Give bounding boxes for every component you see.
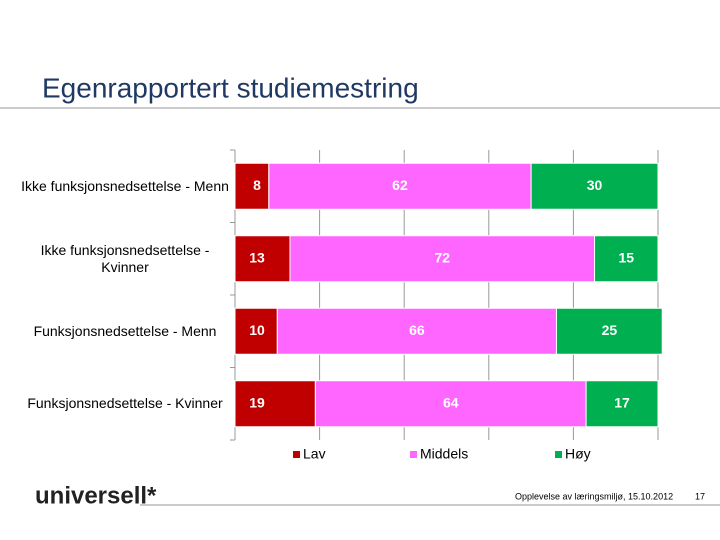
data-label: 25 xyxy=(602,322,618,338)
footer-text: Opplevelse av læringsmiljø, 15.10.2012 xyxy=(515,491,673,501)
data-label: 64 xyxy=(443,394,459,410)
bar-segment xyxy=(585,380,659,428)
bar-segment xyxy=(555,307,663,355)
data-label: 72 xyxy=(434,249,450,265)
y-tick-label: Funksjonsnedsettelse - Menn xyxy=(33,322,217,339)
data-label: 19 xyxy=(249,394,265,410)
legend-swatch xyxy=(410,451,417,458)
legend-label: Høy xyxy=(565,446,591,462)
legend-label: Lav xyxy=(303,446,326,462)
data-label: 17 xyxy=(614,394,630,410)
legend-label: Middels xyxy=(420,446,468,462)
data-label: 13 xyxy=(249,249,265,265)
bar-segment xyxy=(314,380,587,428)
page-number: 17 xyxy=(695,491,705,501)
data-label: 62 xyxy=(392,177,408,193)
logo: universell* xyxy=(35,482,157,509)
data-label: 66 xyxy=(409,322,425,338)
data-label: 30 xyxy=(587,177,603,193)
bar-segment xyxy=(234,380,316,428)
bar-segment xyxy=(530,162,659,210)
bar-segment xyxy=(594,235,659,283)
y-tick-label: Ikke funksjonsnedsettelse - Menn xyxy=(21,177,229,194)
y-tick-label: Ikke funksjonsnedsettelse - Kvinner xyxy=(40,241,210,275)
legend-swatch xyxy=(555,451,562,458)
data-label: 15 xyxy=(618,249,634,265)
bar-segment xyxy=(234,307,278,355)
bar-segment xyxy=(276,307,557,355)
bar-segment xyxy=(234,162,270,210)
data-label: 8 xyxy=(253,177,261,193)
legend-swatch xyxy=(293,451,300,458)
chart-title: Egenrapportert studiemestring xyxy=(42,72,419,103)
y-tick-label: Funksjonsnedsettelse - Kvinner xyxy=(27,395,223,412)
data-label: 10 xyxy=(249,322,265,338)
